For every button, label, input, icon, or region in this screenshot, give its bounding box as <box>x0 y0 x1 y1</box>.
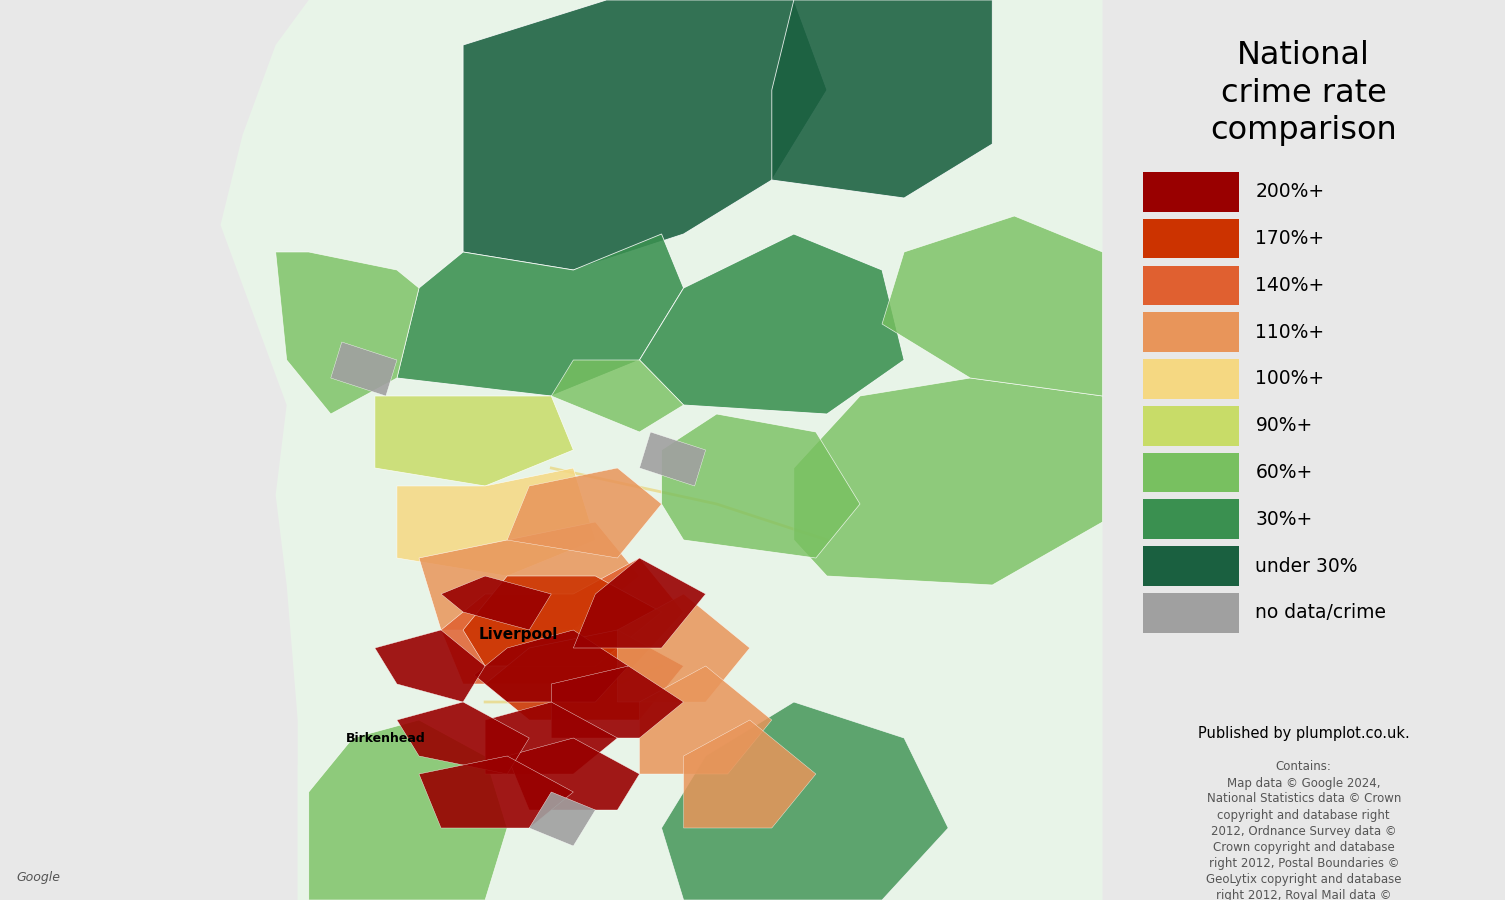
Bar <box>1142 593 1240 633</box>
Polygon shape <box>485 630 683 720</box>
Text: National
crime rate
comparison: National crime rate comparison <box>1210 40 1397 146</box>
Polygon shape <box>375 396 573 486</box>
Polygon shape <box>464 576 662 666</box>
Text: 100%+: 100%+ <box>1255 369 1324 389</box>
Text: 30%+: 30%+ <box>1255 509 1312 529</box>
Text: Published by plumplot.co.uk.: Published by plumplot.co.uk. <box>1198 726 1410 741</box>
Polygon shape <box>530 792 596 846</box>
Bar <box>1142 266 1240 305</box>
Polygon shape <box>298 702 485 900</box>
Polygon shape <box>662 702 948 900</box>
Polygon shape <box>640 666 772 774</box>
Polygon shape <box>397 234 683 396</box>
Polygon shape <box>418 756 573 828</box>
Polygon shape <box>309 720 507 900</box>
Text: 60%+: 60%+ <box>1255 463 1312 482</box>
Text: 140%+: 140%+ <box>1255 275 1324 295</box>
Bar <box>1142 500 1240 539</box>
Polygon shape <box>474 630 629 702</box>
Text: under 30%: under 30% <box>1255 556 1358 576</box>
Polygon shape <box>882 216 1103 396</box>
Polygon shape <box>221 0 1103 900</box>
Polygon shape <box>441 576 551 630</box>
Bar <box>1142 406 1240 446</box>
Polygon shape <box>507 468 662 558</box>
Text: Contains:
Map data © Google 2024,
National Statistics data © Crown
copyright and: Contains: Map data © Google 2024, Nation… <box>1201 760 1406 900</box>
Polygon shape <box>573 558 706 648</box>
Text: 90%+: 90%+ <box>1255 416 1312 436</box>
Text: Birkenhead: Birkenhead <box>346 732 426 744</box>
Polygon shape <box>485 702 617 774</box>
Polygon shape <box>441 558 683 684</box>
Polygon shape <box>683 720 816 828</box>
Text: no data/crime: no data/crime <box>1255 603 1386 623</box>
Polygon shape <box>275 252 418 414</box>
Polygon shape <box>551 666 683 738</box>
Bar <box>1142 219 1240 258</box>
Polygon shape <box>617 594 749 702</box>
Text: 200%+: 200%+ <box>1255 182 1324 202</box>
Polygon shape <box>772 0 992 198</box>
Polygon shape <box>640 432 706 486</box>
Polygon shape <box>551 360 683 432</box>
Text: 170%+: 170%+ <box>1255 229 1324 248</box>
Polygon shape <box>397 468 596 576</box>
Text: 110%+: 110%+ <box>1255 322 1324 342</box>
Text: Google: Google <box>17 871 60 884</box>
Polygon shape <box>375 630 485 702</box>
Text: Liverpool: Liverpool <box>479 627 558 642</box>
Bar <box>1142 453 1240 492</box>
Bar <box>1142 172 1240 212</box>
Bar <box>1142 546 1240 586</box>
Polygon shape <box>507 738 640 810</box>
Polygon shape <box>331 342 397 396</box>
Polygon shape <box>793 378 1103 585</box>
Bar <box>1142 312 1240 352</box>
Polygon shape <box>397 702 530 774</box>
Polygon shape <box>464 0 826 270</box>
Polygon shape <box>662 414 859 558</box>
Bar <box>1142 359 1240 399</box>
Polygon shape <box>418 522 640 630</box>
Polygon shape <box>640 234 905 414</box>
